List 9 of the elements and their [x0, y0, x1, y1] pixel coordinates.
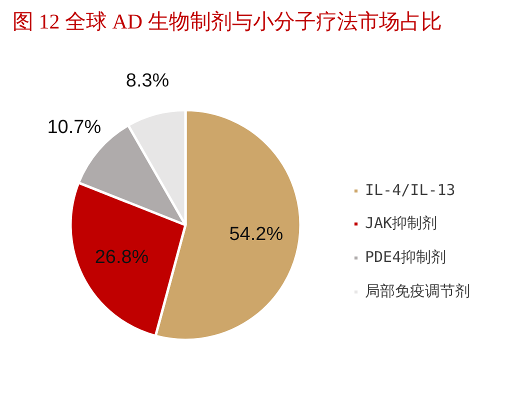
data-label: 54.2% [229, 224, 284, 245]
chart-title: 图 12 全球 AD 生物制剂与小分子疗法市场占比 [12, 10, 442, 34]
data-label: 26.8% [94, 246, 149, 268]
legend-label: JAK抑制剂 [365, 214, 438, 233]
data-label: 10.7% [47, 116, 102, 138]
legend-label: PDE4抑制剂 [365, 248, 446, 267]
data-label: 8.3% [126, 70, 170, 92]
legend-label: 局部免疫调节剂 [365, 282, 470, 301]
legend-label: IL-4/IL-13 [365, 181, 456, 199]
